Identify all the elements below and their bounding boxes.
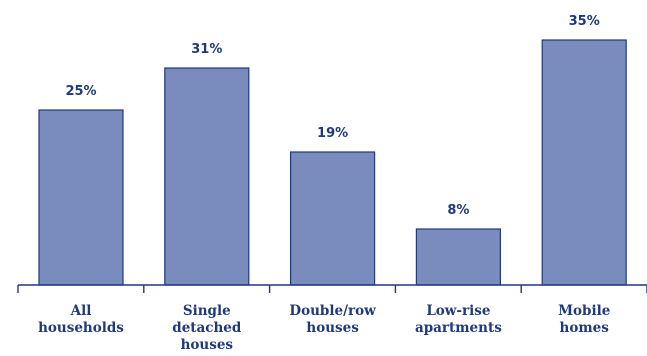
- bar-value-label: 19%: [317, 126, 348, 141]
- x-axis-ticks-group: [17, 285, 647, 293]
- category-label: Single detached houses: [172, 303, 242, 353]
- bar-value-label: 31%: [191, 42, 222, 57]
- bar: [541, 39, 627, 286]
- bar-value-label: 25%: [65, 84, 96, 99]
- category-label: All households: [38, 303, 124, 336]
- bar-value-label: 8%: [447, 203, 469, 218]
- bars-group: [38, 39, 627, 286]
- bar: [38, 109, 124, 286]
- bar: [164, 67, 250, 286]
- category-label: Mobile homes: [558, 303, 610, 336]
- value-labels-group: 25% 31% 19% 8% 35%: [65, 14, 599, 218]
- bar: [415, 228, 501, 286]
- category-label: Low-rise apartments: [415, 303, 502, 336]
- category-label: Double/row houses: [289, 303, 376, 336]
- category-labels-group: All households Single detached houses Double/…: [38, 303, 610, 353]
- bar: [290, 151, 376, 286]
- bar-value-label: 35%: [569, 14, 600, 29]
